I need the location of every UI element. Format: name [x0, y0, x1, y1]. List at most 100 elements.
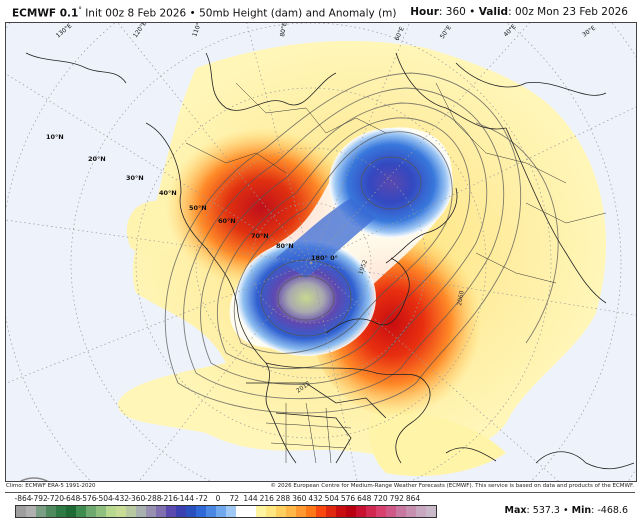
colorbar-labels: -864 -792 -720 -648 -576 -504 -432 -360 -288 -216… — [14, 494, 435, 504]
colorbar-segment — [36, 506, 46, 517]
colorbar-tick-label: -576 — [79, 494, 97, 503]
colorbar-segment — [406, 506, 416, 517]
svg-text:20°N: 20°N — [88, 155, 106, 163]
model-name: ECMWF 0.1 — [12, 7, 79, 20]
svg-text:2060: 2060 — [456, 290, 466, 306]
min-label: Min — [571, 505, 592, 516]
negative-anomaly-polar-vortex — [229, 127, 453, 356]
colorbar-segment — [306, 506, 316, 517]
colorbar-segment — [216, 506, 226, 517]
max-min-stats: Max: 537.3 • Min: -468.6 — [504, 505, 628, 516]
hour-value: 360 — [445, 6, 466, 18]
colorbar-segment — [396, 506, 406, 517]
colorbar-tick-label: 144 — [243, 494, 258, 503]
colorbar-tick-label: -792 — [30, 494, 48, 503]
colorbar-segment — [226, 506, 236, 517]
max-value: 537.3 — [532, 505, 560, 516]
colorbar-segment — [186, 506, 196, 517]
svg-text:50°N: 50°N — [189, 204, 207, 212]
separator: • — [469, 6, 476, 18]
divider — [5, 492, 635, 493]
svg-text:30°E: 30°E — [581, 25, 597, 39]
colorbar-segment — [376, 506, 386, 517]
colorbar-segment — [386, 506, 396, 517]
colorbar-tick-label: 504 — [324, 494, 339, 503]
separator: • — [189, 7, 196, 20]
valid-value: 00z Mon 23 Feb 2026 — [514, 6, 628, 18]
colorbar-segment — [266, 506, 276, 517]
colorbar-tick-label: 72 — [229, 494, 240, 503]
colorbar-segment — [106, 506, 116, 517]
colorbar-tick-label: 864 — [405, 494, 421, 503]
colorbar-tick-label: -360 — [128, 494, 146, 503]
colorbar-tick-label: -504 — [95, 494, 113, 503]
latitude-labels: 10°N 20°N 30°N 40°N 50°N 60°N 70°N 80°N … — [46, 133, 338, 262]
valid-time-header: Hour: 360 • Valid: 00z Mon 23 Feb 2026 — [410, 6, 628, 18]
colorbar-tick-label: 360 — [292, 494, 307, 503]
colorbar — [15, 505, 437, 518]
colorbar-segment — [236, 506, 246, 517]
colorbar-segment — [56, 506, 66, 517]
valid-label: Valid — [478, 6, 509, 18]
colorbar-tick-label: 288 — [275, 494, 291, 503]
init-time: Init 00z 8 Feb 2026 — [85, 7, 187, 20]
colorbar-segment — [126, 506, 136, 517]
colorbar-tick-label: 720 — [373, 494, 388, 503]
svg-text:180° 0°: 180° 0° — [311, 254, 338, 262]
longitude-labels: 130°E 120°E 110° 80°E 60°E 50°E 40°E 30°… — [55, 23, 597, 42]
graticule — [6, 23, 636, 481]
copyright-credit: © 2026 European Centre for Medium-Range … — [270, 483, 634, 489]
map-canvas: 10°N 20°N 30°N 40°N 50°N 60°N 70°N 80°N … — [6, 23, 636, 481]
colorbar-segment — [196, 506, 206, 517]
svg-text:60°E: 60°E — [393, 26, 406, 42]
country-borders — [185, 82, 607, 464]
colorbar-tick-label: 216 — [259, 494, 274, 503]
colorbar-segment — [166, 506, 176, 517]
product-name: 50mb Height (dam) and Anomaly (m) — [199, 7, 397, 20]
colorbar-segment — [86, 506, 96, 517]
colorbar-segment — [156, 506, 166, 517]
colorbar-tick-label: -720 — [46, 494, 65, 503]
colorbar-tick-label: -288 — [144, 494, 162, 503]
colorbar-segment — [346, 506, 356, 517]
weatherbell-logo: WEATHERBELL — [12, 473, 92, 481]
colorbar-segment — [46, 506, 56, 517]
svg-text:40°N: 40°N — [159, 189, 177, 197]
colorbar-segment — [76, 506, 86, 517]
degree-symbol: ° — [78, 6, 82, 14]
colorbar-segment — [146, 506, 156, 517]
separator: • — [563, 505, 569, 516]
colorbar-segment — [276, 506, 286, 517]
colorbar-segment — [326, 506, 336, 517]
svg-text:80°E: 80°E — [279, 23, 288, 37]
colorbar-tick-label: -432 — [111, 494, 130, 503]
colorbar-tick-label: 648 — [357, 494, 372, 503]
svg-text:80°N: 80°N — [276, 242, 294, 250]
svg-text:130°E: 130°E — [55, 23, 74, 40]
svg-text:10°N: 10°N — [46, 133, 64, 141]
colorbar-tick-label: -144 — [176, 494, 195, 503]
colorbar-tick-label: -216 — [160, 494, 178, 503]
colorbar-segment — [426, 506, 436, 517]
svg-text:50°E: 50°E — [439, 24, 453, 40]
svg-text:40°E: 40°E — [502, 23, 517, 38]
colorbar-segment — [366, 506, 376, 517]
colorbar-segment — [16, 506, 26, 517]
svg-text:60°N: 60°N — [218, 217, 236, 225]
min-value: -468.6 — [597, 505, 628, 516]
svg-text:110°: 110° — [191, 23, 203, 38]
colorbar-segment — [246, 506, 256, 517]
colorbar-segment — [136, 506, 146, 517]
colorbar-tick-label: -648 — [63, 494, 81, 503]
colorbar-segment — [26, 506, 36, 517]
height-contours — [164, 72, 559, 414]
coastlines — [25, 52, 635, 470]
hour-label: Hour — [410, 6, 439, 18]
colorbar-tick-label: -864 — [14, 494, 32, 503]
colorbar-segment — [336, 506, 346, 517]
max-label: Max — [504, 505, 527, 516]
colorbar-segment — [256, 506, 266, 517]
colorbar-segment — [356, 506, 366, 517]
colorbar-segment — [176, 506, 186, 517]
colorbar-segment — [66, 506, 76, 517]
